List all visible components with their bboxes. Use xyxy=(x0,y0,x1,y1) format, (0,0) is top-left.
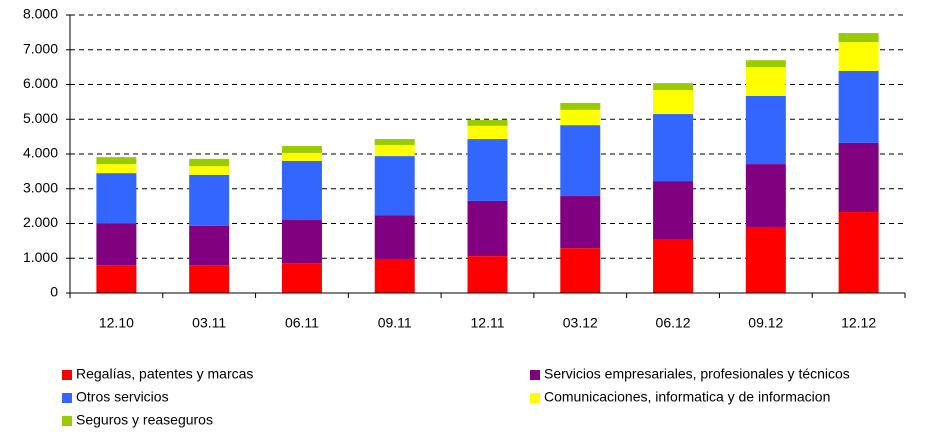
bar-segment xyxy=(467,256,508,293)
bar-segment xyxy=(96,164,137,174)
bar-segment xyxy=(189,225,230,266)
bar-segment xyxy=(281,160,322,221)
x-tick-label: 03.11 xyxy=(192,315,226,331)
legend-label: Comunicaciones, informatica y de informa… xyxy=(544,389,830,405)
y-tick-label: 5.000 xyxy=(23,110,58,126)
bar-segment xyxy=(653,83,694,91)
legend-label: Regalías, patentes y marcas xyxy=(76,366,253,382)
bar-segment xyxy=(653,90,694,115)
bar-segment xyxy=(374,156,415,216)
y-tick-label: 3.000 xyxy=(23,179,58,195)
bar-segment xyxy=(374,258,415,293)
x-tick-label: 06.11 xyxy=(285,315,319,331)
bar-segment xyxy=(560,109,601,126)
bar-segment xyxy=(560,102,601,110)
legend-swatch xyxy=(62,393,72,403)
bar-segment xyxy=(374,144,415,157)
legend-swatch xyxy=(530,370,540,380)
bar-segment xyxy=(745,67,786,96)
x-tick-label: 12.12 xyxy=(841,315,876,331)
legend-swatch xyxy=(62,416,72,426)
bar-segment xyxy=(467,125,508,140)
bar-segment xyxy=(745,226,786,293)
y-tick-label: 6.000 xyxy=(23,75,58,91)
bar-segment xyxy=(189,265,230,293)
y-tick-label: 4.000 xyxy=(23,145,58,161)
bar-segment xyxy=(467,139,508,201)
legend-label: Seguros y reaseguros xyxy=(76,412,213,428)
x-tick-label: 03.12 xyxy=(563,315,598,331)
bar-segment xyxy=(281,220,322,264)
bar-segment xyxy=(653,114,694,182)
bar-segment xyxy=(560,248,601,293)
bar-segment xyxy=(189,158,230,167)
bar-segment xyxy=(838,70,879,143)
bar-segment xyxy=(467,119,508,126)
bar-segment xyxy=(838,212,879,293)
bar-segment xyxy=(374,215,415,259)
bar-segment xyxy=(374,139,415,145)
legend-label: Servicios empresariales, profesionales y… xyxy=(544,366,850,382)
bar-segment xyxy=(745,164,786,227)
bar-segment xyxy=(96,223,137,266)
y-tick-label: 2.000 xyxy=(23,214,58,230)
y-tick-label: 0 xyxy=(50,284,58,300)
bar-segment xyxy=(838,33,879,43)
bar-segment xyxy=(838,142,879,213)
bar-segment xyxy=(96,157,137,165)
bar-segment xyxy=(653,239,694,293)
x-tick-label: 06.12 xyxy=(656,315,691,331)
y-tick-label: 7.000 xyxy=(23,40,58,56)
bar-segment xyxy=(467,200,508,257)
bar-segment xyxy=(281,146,322,153)
bar-segment xyxy=(281,152,322,161)
x-tick-label: 12.11 xyxy=(471,315,505,331)
legend-swatch xyxy=(62,370,72,380)
x-tick-label: 12.10 xyxy=(99,315,134,331)
y-tick-label: 8.000 xyxy=(23,6,58,22)
legend-label: Otros servicios xyxy=(76,389,169,405)
bar-segment xyxy=(560,196,601,249)
legend-swatch xyxy=(530,393,540,403)
bar-segment xyxy=(281,263,322,293)
bar-segment xyxy=(838,42,879,71)
x-tick-label: 09.11 xyxy=(378,315,412,331)
bar-segment xyxy=(745,60,786,68)
bar-segment xyxy=(560,125,601,197)
y-tick-label: 1.000 xyxy=(23,249,58,265)
bar-segment xyxy=(653,181,694,240)
bar-segment xyxy=(189,174,230,226)
bar-segment xyxy=(189,166,230,175)
bar-segment xyxy=(96,173,137,224)
x-tick-label: 09.12 xyxy=(748,315,783,331)
bar-segment xyxy=(745,95,786,165)
bar-segment xyxy=(96,265,137,293)
